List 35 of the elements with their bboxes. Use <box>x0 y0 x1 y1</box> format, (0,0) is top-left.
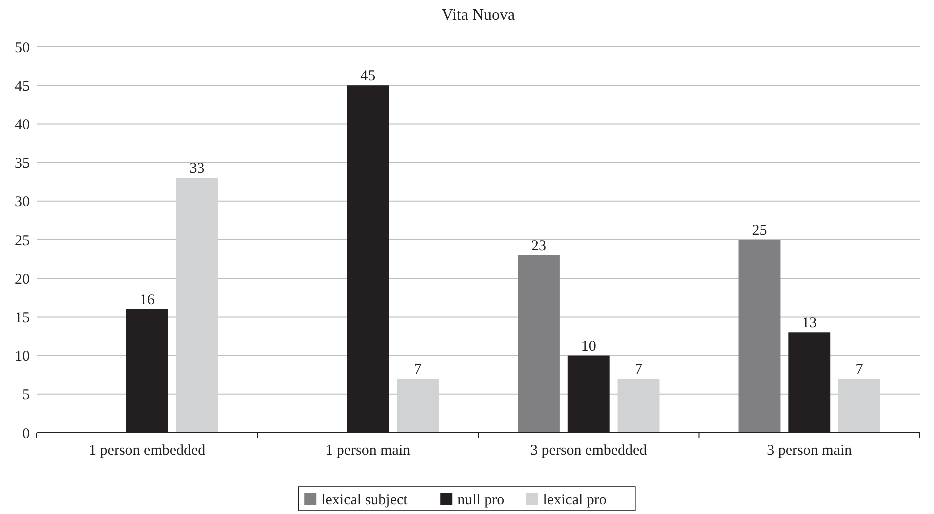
y-tick-label: 40 <box>15 117 30 134</box>
y-tick-label: 15 <box>15 310 30 326</box>
y-tick-label: 30 <box>15 194 30 211</box>
x-tick-label: 1 person embedded <box>89 443 206 459</box>
legend-label: lexical pro <box>543 492 607 508</box>
x-tick-label: 1 person main <box>326 443 412 459</box>
bar <box>397 378 439 433</box>
bar <box>838 378 880 433</box>
y-tick-label: 50 <box>15 40 30 56</box>
data-label: 7 <box>635 362 644 378</box>
data-label: 16 <box>140 292 156 308</box>
data-label: 33 <box>190 161 205 178</box>
y-tick-label: 0 <box>22 426 30 442</box>
data-label: 7 <box>414 362 422 378</box>
y-tick-label: 45 <box>15 78 30 95</box>
y-tick-label: 5 <box>22 388 30 404</box>
y-tick-label: 35 <box>15 156 30 172</box>
legend-label: lexical subject <box>322 492 409 508</box>
y-tick-label: 10 <box>15 349 30 366</box>
data-label: 25 <box>752 223 768 239</box>
bar <box>518 255 560 433</box>
x-tick-label: 3 person embedded <box>530 443 648 459</box>
bar <box>738 240 781 433</box>
data-label: 23 <box>531 238 546 254</box>
bar <box>176 178 218 433</box>
data-label: 10 <box>581 338 596 355</box>
y-tick-label: 25 <box>15 233 30 250</box>
legend-label: null pro <box>458 492 505 508</box>
bar <box>618 378 660 433</box>
data-label: 7 <box>856 362 864 378</box>
chart-title: Vita Nuova <box>442 7 516 24</box>
data-label: 45 <box>360 68 376 85</box>
y-tick-label: 20 <box>15 272 30 288</box>
data-label: 13 <box>802 316 818 332</box>
x-tick-label: 3 person main <box>767 443 853 459</box>
